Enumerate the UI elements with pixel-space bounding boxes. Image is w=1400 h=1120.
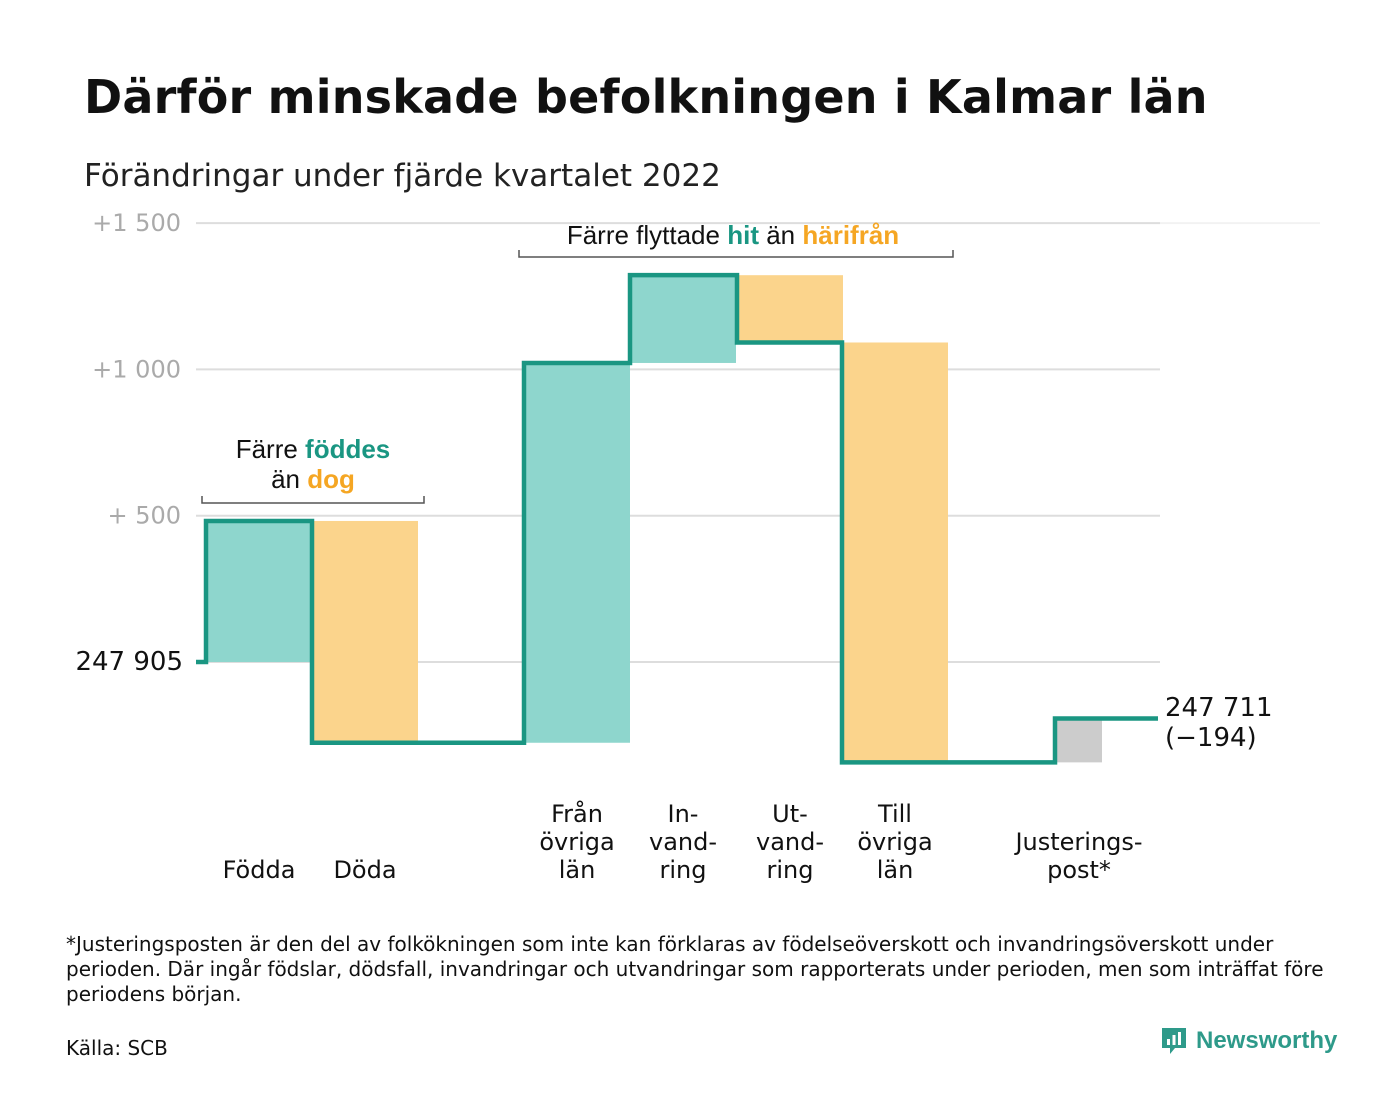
annotation-part: härifrån — [802, 220, 899, 250]
annotation-part: än — [759, 220, 802, 250]
chart-subtitle: Förändringar under fjärde kvartalet 2022 — [84, 158, 721, 194]
brand-name: Newsworthy — [1196, 1027, 1338, 1054]
y-tick-label: +1 000 — [92, 355, 181, 383]
end-change-label: (−194) — [1165, 723, 1257, 753]
brand-logo: Newsworthy — [1160, 1026, 1337, 1056]
category-label: Födda — [223, 856, 296, 884]
newsworthy-logo-icon — [1162, 1028, 1186, 1054]
bars — [206, 275, 1102, 763]
category-label: vand- — [649, 828, 717, 856]
category-label: ring — [660, 856, 707, 884]
chart-title: Därför minskade befolkningen i Kalmar lä… — [84, 70, 1208, 124]
bar-frånövrigalän — [524, 362, 630, 743]
category-label: övriga — [539, 828, 614, 856]
annotation-part: Färre — [236, 434, 305, 464]
waterfall-chart: +1 500+1 000+ 500 Födda DödaFrånövrigalän… — [75, 209, 1320, 884]
bar-födda — [206, 520, 312, 662]
annotation-part: än — [271, 464, 307, 494]
annotation-part: Färre flyttade — [567, 220, 727, 250]
footnote: *Justeringsposten är den del av folkökni… — [66, 932, 1324, 1006]
bar-utvandring — [737, 275, 843, 343]
category-label: post* — [1047, 856, 1111, 884]
annotation-births: än dog — [271, 464, 355, 494]
bracket — [201, 496, 425, 504]
end-value-label: 247 711 — [1165, 693, 1273, 723]
labels: Födda DödaFrånövrigalänIn-vand-ringUt-van… — [75, 647, 1272, 884]
annotation-part: dog — [307, 464, 355, 494]
category-label: In- — [668, 800, 699, 828]
cumulative-line — [196, 272, 1158, 765]
annotation-births: Färre föddes — [236, 434, 391, 464]
annotation-migration: Färre flyttade hit än härifrån — [567, 220, 899, 250]
category-label: län — [877, 856, 914, 884]
bar-tillövrigalän — [842, 342, 948, 763]
cumulative-line-path — [196, 272, 1158, 765]
bar-invandring — [630, 275, 736, 363]
category-label: Till — [877, 800, 912, 828]
category-label: övriga — [857, 828, 932, 856]
annotation-part: föddes — [305, 434, 390, 464]
y-tick-label: +1 500 — [92, 209, 181, 237]
category-label: Från — [551, 799, 603, 828]
bracket — [518, 250, 954, 258]
category-label: län — [559, 856, 596, 884]
bar-döda — [312, 520, 418, 743]
category-label: ring — [767, 856, 814, 884]
start-value-label: 247 905 — [75, 647, 183, 677]
bar-justeringspost — [1055, 718, 1102, 763]
category-label: Ut- — [772, 800, 808, 828]
category-label: Justerings- — [1013, 828, 1142, 856]
annotation-part: hit — [727, 220, 759, 250]
category-label: Döda — [333, 856, 396, 884]
source-note: Källa: SCB — [66, 1036, 168, 1060]
category-label: vand- — [756, 828, 824, 856]
y-tick-label: + 500 — [107, 502, 181, 530]
